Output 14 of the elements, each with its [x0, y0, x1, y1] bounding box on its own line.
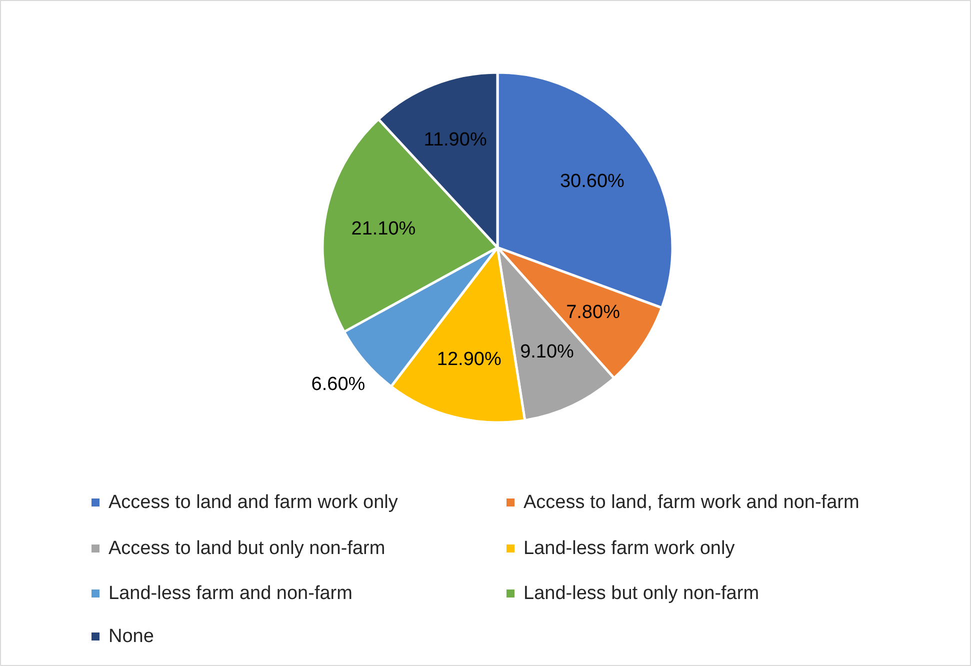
- data-label: 11.90%: [424, 129, 487, 150]
- data-label: 30.60%: [560, 170, 625, 192]
- data-label: 21.10%: [351, 218, 416, 240]
- legend-label: Access to land, farm work and non-farm: [524, 492, 860, 513]
- legend-label: None: [108, 626, 154, 647]
- data-label: 9.10%: [520, 341, 574, 362]
- legend-label: Access to land but only non-farm: [108, 538, 386, 559]
- legend-label: Land-less but only non-farm: [524, 583, 760, 604]
- legend-label: Access to land and farm work only: [108, 492, 398, 513]
- legend-label: Land-less farm and non-farm: [108, 583, 352, 604]
- data-label: 7.80%: [566, 302, 620, 323]
- data-label: 6.60%: [311, 374, 366, 395]
- legend-label: Land-less farm work only: [524, 538, 736, 559]
- data-label: 12.90%: [436, 348, 502, 370]
